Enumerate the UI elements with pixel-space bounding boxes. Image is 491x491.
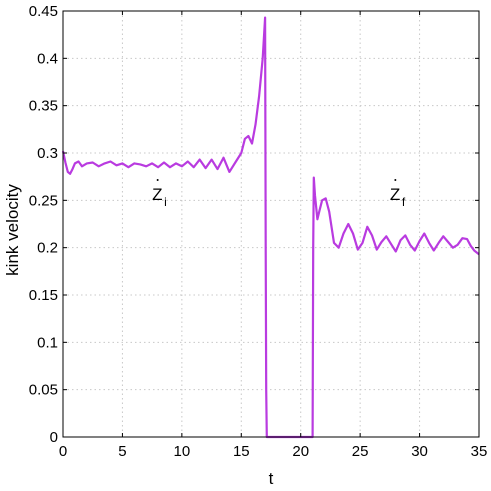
x-tick-label: 0 <box>59 443 67 460</box>
x-tick-label: 20 <box>292 443 309 460</box>
y-tick-label: 0.05 <box>29 382 58 399</box>
y-axis-label: kink velocity <box>3 184 22 276</box>
plot-frame <box>62 10 480 438</box>
x-tick-label: 5 <box>118 443 126 460</box>
annotation-subscript: f <box>402 195 406 209</box>
y-tick-label: 0.1 <box>37 334 58 351</box>
y-tick-label: 0.35 <box>29 98 58 115</box>
x-tick-label: 30 <box>411 443 428 460</box>
x-axis-label: t <box>269 469 274 488</box>
y-tick-label: 0 <box>50 429 58 446</box>
annotation-symbol: Z <box>390 185 400 204</box>
x-tick-label: 35 <box>471 443 488 460</box>
grid <box>63 11 479 437</box>
annotation-symbol: Z <box>152 185 162 204</box>
x-tick-label: 25 <box>352 443 369 460</box>
annotation-dot <box>156 179 159 182</box>
annotation-subscript: i <box>164 195 167 209</box>
plot-area <box>61 16 480 439</box>
x-tick-label: 15 <box>233 443 250 460</box>
y-tick-label: 0.2 <box>37 240 58 257</box>
y-tick-label: 0.3 <box>37 145 58 162</box>
y-tick-label: 0.4 <box>37 50 58 67</box>
x-tick-label: 10 <box>174 443 191 460</box>
series-line <box>61 16 480 439</box>
y-tick-label: 0.45 <box>29 3 58 20</box>
axis-ticks: 0 5 10 15 20 25 30 35 0 0.05 0.1 0.15 0.2 0.25 0.3 0.35… <box>29 3 488 460</box>
annotation-dot <box>394 179 397 182</box>
y-tick-label: 0.15 <box>29 287 58 304</box>
y-tick-label: 0.25 <box>29 192 58 209</box>
